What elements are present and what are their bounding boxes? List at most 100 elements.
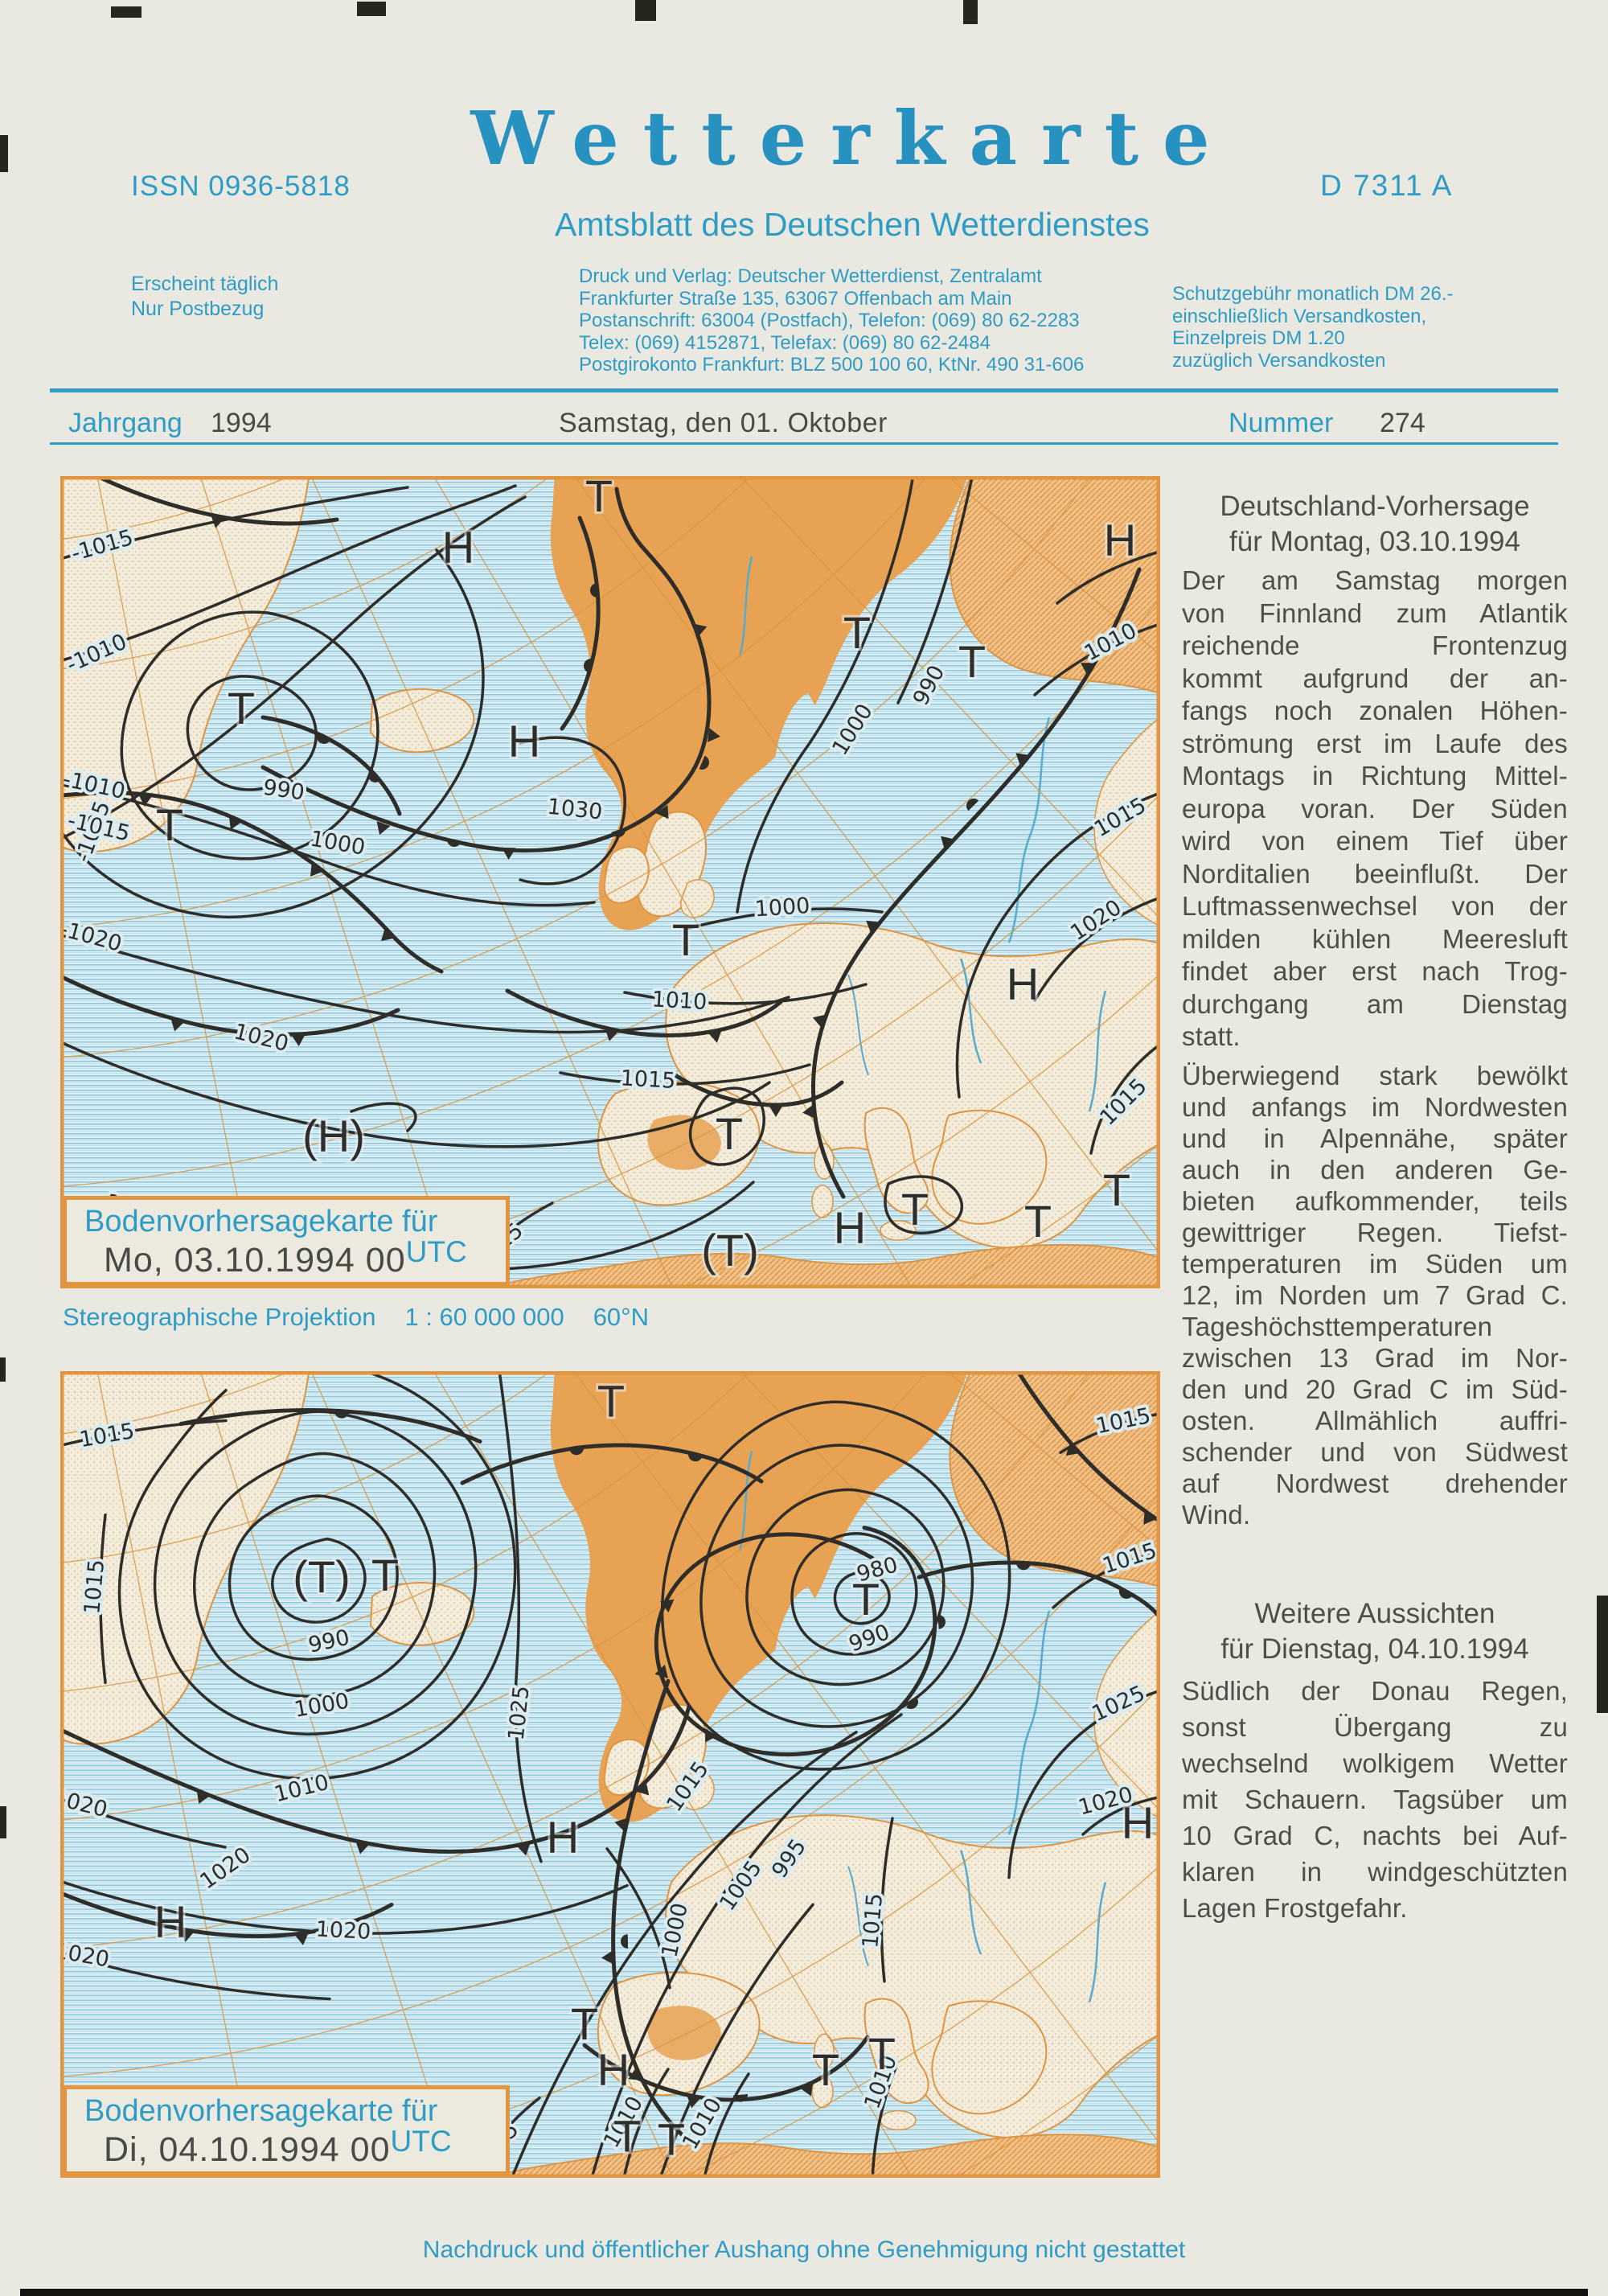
scan-mark — [1597, 1596, 1608, 1713]
forecast-paragraph-2: Überwiegend stark bewölkt und anfangs im … — [1182, 1060, 1568, 1530]
price-line: einschließlich Versandkosten, — [1172, 305, 1427, 327]
pressure-center-label: T — [585, 476, 613, 521]
pressure-center-label: T — [958, 636, 986, 687]
outlook-paragraph: Südlich der Donau Regen, sonst Übergang z… — [1182, 1673, 1568, 1926]
text-line: statt. — [1182, 1021, 1241, 1051]
outlook-title: Weitere Aussichten für Dienstag, 04.10.1… — [1182, 1596, 1568, 1667]
isobar-value-label: 990 — [261, 775, 306, 806]
text-line: Montags in Richtung Mittel- — [1182, 761, 1568, 791]
pressure-center-label: T — [1103, 1164, 1130, 1215]
text-line: kommt aufgrund der an- — [1182, 663, 1568, 693]
price-block: Schutzgebühr monatlich DM 26.- einschlie… — [1172, 283, 1454, 372]
map-box-date: Mo, 03.10.1994 00UTC — [84, 1235, 506, 1280]
nummer-value: 274 — [1380, 408, 1425, 438]
text-line: 12, im Norden um 7 Grad C. — [1182, 1280, 1568, 1310]
map-label-box-monday: Bodenvorhersagekarte für Mo, 03.10.1994 … — [63, 1196, 510, 1286]
info-line: Erscheint täglich — [131, 273, 279, 295]
scan-mark — [0, 1806, 6, 1838]
text-line: den und 20 Grad C im Süd- — [1182, 1374, 1568, 1404]
isobar-value-label: 1020 — [315, 1917, 371, 1945]
pressure-center-label: (T) — [293, 1551, 350, 1602]
outlook-title-line: Weitere Aussichten — [1254, 1598, 1495, 1629]
text-line: von Finnland zum Atlantik — [1182, 598, 1568, 628]
pressure-center-label: T — [1024, 1196, 1052, 1247]
pressure-center-label: T — [658, 2113, 685, 2164]
map-box-utc: UTC — [390, 2125, 452, 2158]
pressure-center-label: T — [716, 1108, 743, 1159]
pressure-center-label: T — [672, 914, 699, 965]
map-box-date: Di, 04.10.1994 00UTC — [84, 2125, 506, 2170]
weather-fronts — [60, 476, 1142, 1199]
scan-mark — [0, 1357, 6, 1382]
forecast-title: Deutschland-Vorhersage für Montag, 03.10… — [1182, 489, 1568, 560]
text-line: Wind. — [1182, 1500, 1251, 1530]
text-line: reichende Frontenzug — [1182, 630, 1568, 660]
pressure-center-label: T — [228, 683, 255, 733]
publisher-line: Frankfurter Straße 135, 63067 Offenbach … — [579, 287, 1012, 310]
text-line: und anfangs im Nordwesten — [1182, 1092, 1568, 1122]
pressure-center-label: H — [154, 1896, 187, 1947]
text-line: durchgang am Dienstag — [1182, 988, 1568, 1019]
map-box-date-value: Di, 04.10.1994 00 — [104, 2130, 391, 2169]
issn-number: ISSN 0936-5818 — [131, 170, 351, 202]
scan-mark — [635, 0, 656, 21]
text-line: klaren in windgeschützten — [1182, 1857, 1568, 1887]
forecast-paragraph-1: Der am Samstag morgen von Finnland zum At… — [1182, 565, 1568, 1054]
text-line: wechselnd wolkigem Wetter — [1182, 1748, 1568, 1778]
nummer-label: Nummer — [1229, 408, 1334, 438]
outlook-title-line: für Dienstag, 04.10.1994 — [1220, 1633, 1529, 1665]
map-box-date-value: Mo, 03.10.1994 00 — [104, 1241, 406, 1279]
forecast-map-monday: -1015-1010-10059901000-1010-1015-1020-10… — [60, 476, 1160, 1288]
weather-fronts — [60, 1371, 1160, 2146]
projection-name: Stereographische Projektion — [63, 1303, 376, 1331]
map-box-utc: UTC — [405, 1235, 467, 1268]
text-line: osten. Allmählich auffri- — [1182, 1406, 1568, 1436]
text-line: strömung erst im Laufe des — [1182, 728, 1568, 758]
jahrgang-value: 1994 — [211, 408, 272, 438]
pressure-center-label: T — [812, 2044, 839, 2095]
price-line: Schutzgebühr monatlich DM 26.- — [1172, 283, 1454, 305]
text-line: milden kühlen Meeresluft — [1182, 923, 1568, 954]
jahrgang-label: Jahrgang — [68, 408, 183, 438]
info-line: Nur Postbezug — [131, 298, 265, 320]
forecast-map-tuesday: 1015 1015 -1020 -1020 1020 990 1000 1010 1020 980… — [60, 1371, 1160, 2178]
text-line: 10 Grad C, nachts bei Auf- — [1182, 1821, 1568, 1850]
pressure-center-label: (H) — [302, 1111, 365, 1161]
text-line: sonst Übergang zu — [1182, 1712, 1568, 1742]
weather-map-svg: -1015-1010-10059901000-1010-1015-1020-10… — [60, 476, 1160, 1288]
scan-bottom-strip — [20, 2289, 1588, 2296]
map-frame — [60, 476, 1160, 1288]
text-line: mit Schauern. Tagsüber um — [1182, 1785, 1568, 1814]
text-line: wird von einem Tief über — [1182, 826, 1568, 856]
text-line: bieten aufkommender, teils — [1182, 1186, 1568, 1216]
publisher-line: Druck und Verlag: Deutscher Wetterdienst… — [579, 265, 1042, 287]
projection-scale: 1 : 60 000 000 — [404, 1303, 564, 1331]
scan-mark — [357, 2, 386, 16]
masthead-subtitle: Amtsblatt des Deutschen Wetterdienstes — [555, 206, 1150, 243]
text-line: auch in den anderen Ge- — [1182, 1155, 1568, 1185]
issue-date: Samstag, den 01. Oktober — [559, 408, 888, 438]
publisher-line: Postanschrift: 63004 (Postfach), Telefon… — [579, 310, 1080, 331]
pressure-center-label: T — [613, 2110, 641, 2161]
text-line: Überwiegend stark bewölkt — [1182, 1061, 1568, 1090]
pressure-center-label: T — [597, 1376, 625, 1427]
pressure-center-label: H — [442, 522, 474, 573]
pressure-center-label: T — [843, 607, 871, 658]
isobar-value-label: 1015 — [858, 1892, 888, 1949]
text-line: Südlich der Donau Regen, — [1182, 1676, 1568, 1706]
text-line: Lagen Frostgefahr. — [1182, 1893, 1408, 1923]
text-line: und in Alpennähe, später — [1182, 1123, 1568, 1153]
text-line: europa voran. Der Süden — [1182, 793, 1568, 824]
pressure-center-label: T — [371, 1550, 399, 1600]
postal-doc-code: D 7311 A — [1320, 169, 1454, 202]
pressure-center-label: H — [597, 2044, 630, 2095]
scan-mark — [111, 6, 142, 18]
header-rule-bottom — [50, 442, 1558, 445]
pressure-center-label: H — [1007, 959, 1039, 1009]
copyright-footer: Nachdruck und öffentlicher Aushang ohne … — [422, 2236, 1186, 2263]
publication-frequency: Erscheint täglich Nur Postbezug — [131, 272, 278, 322]
text-line: temperaturen im Süden um — [1182, 1249, 1568, 1279]
